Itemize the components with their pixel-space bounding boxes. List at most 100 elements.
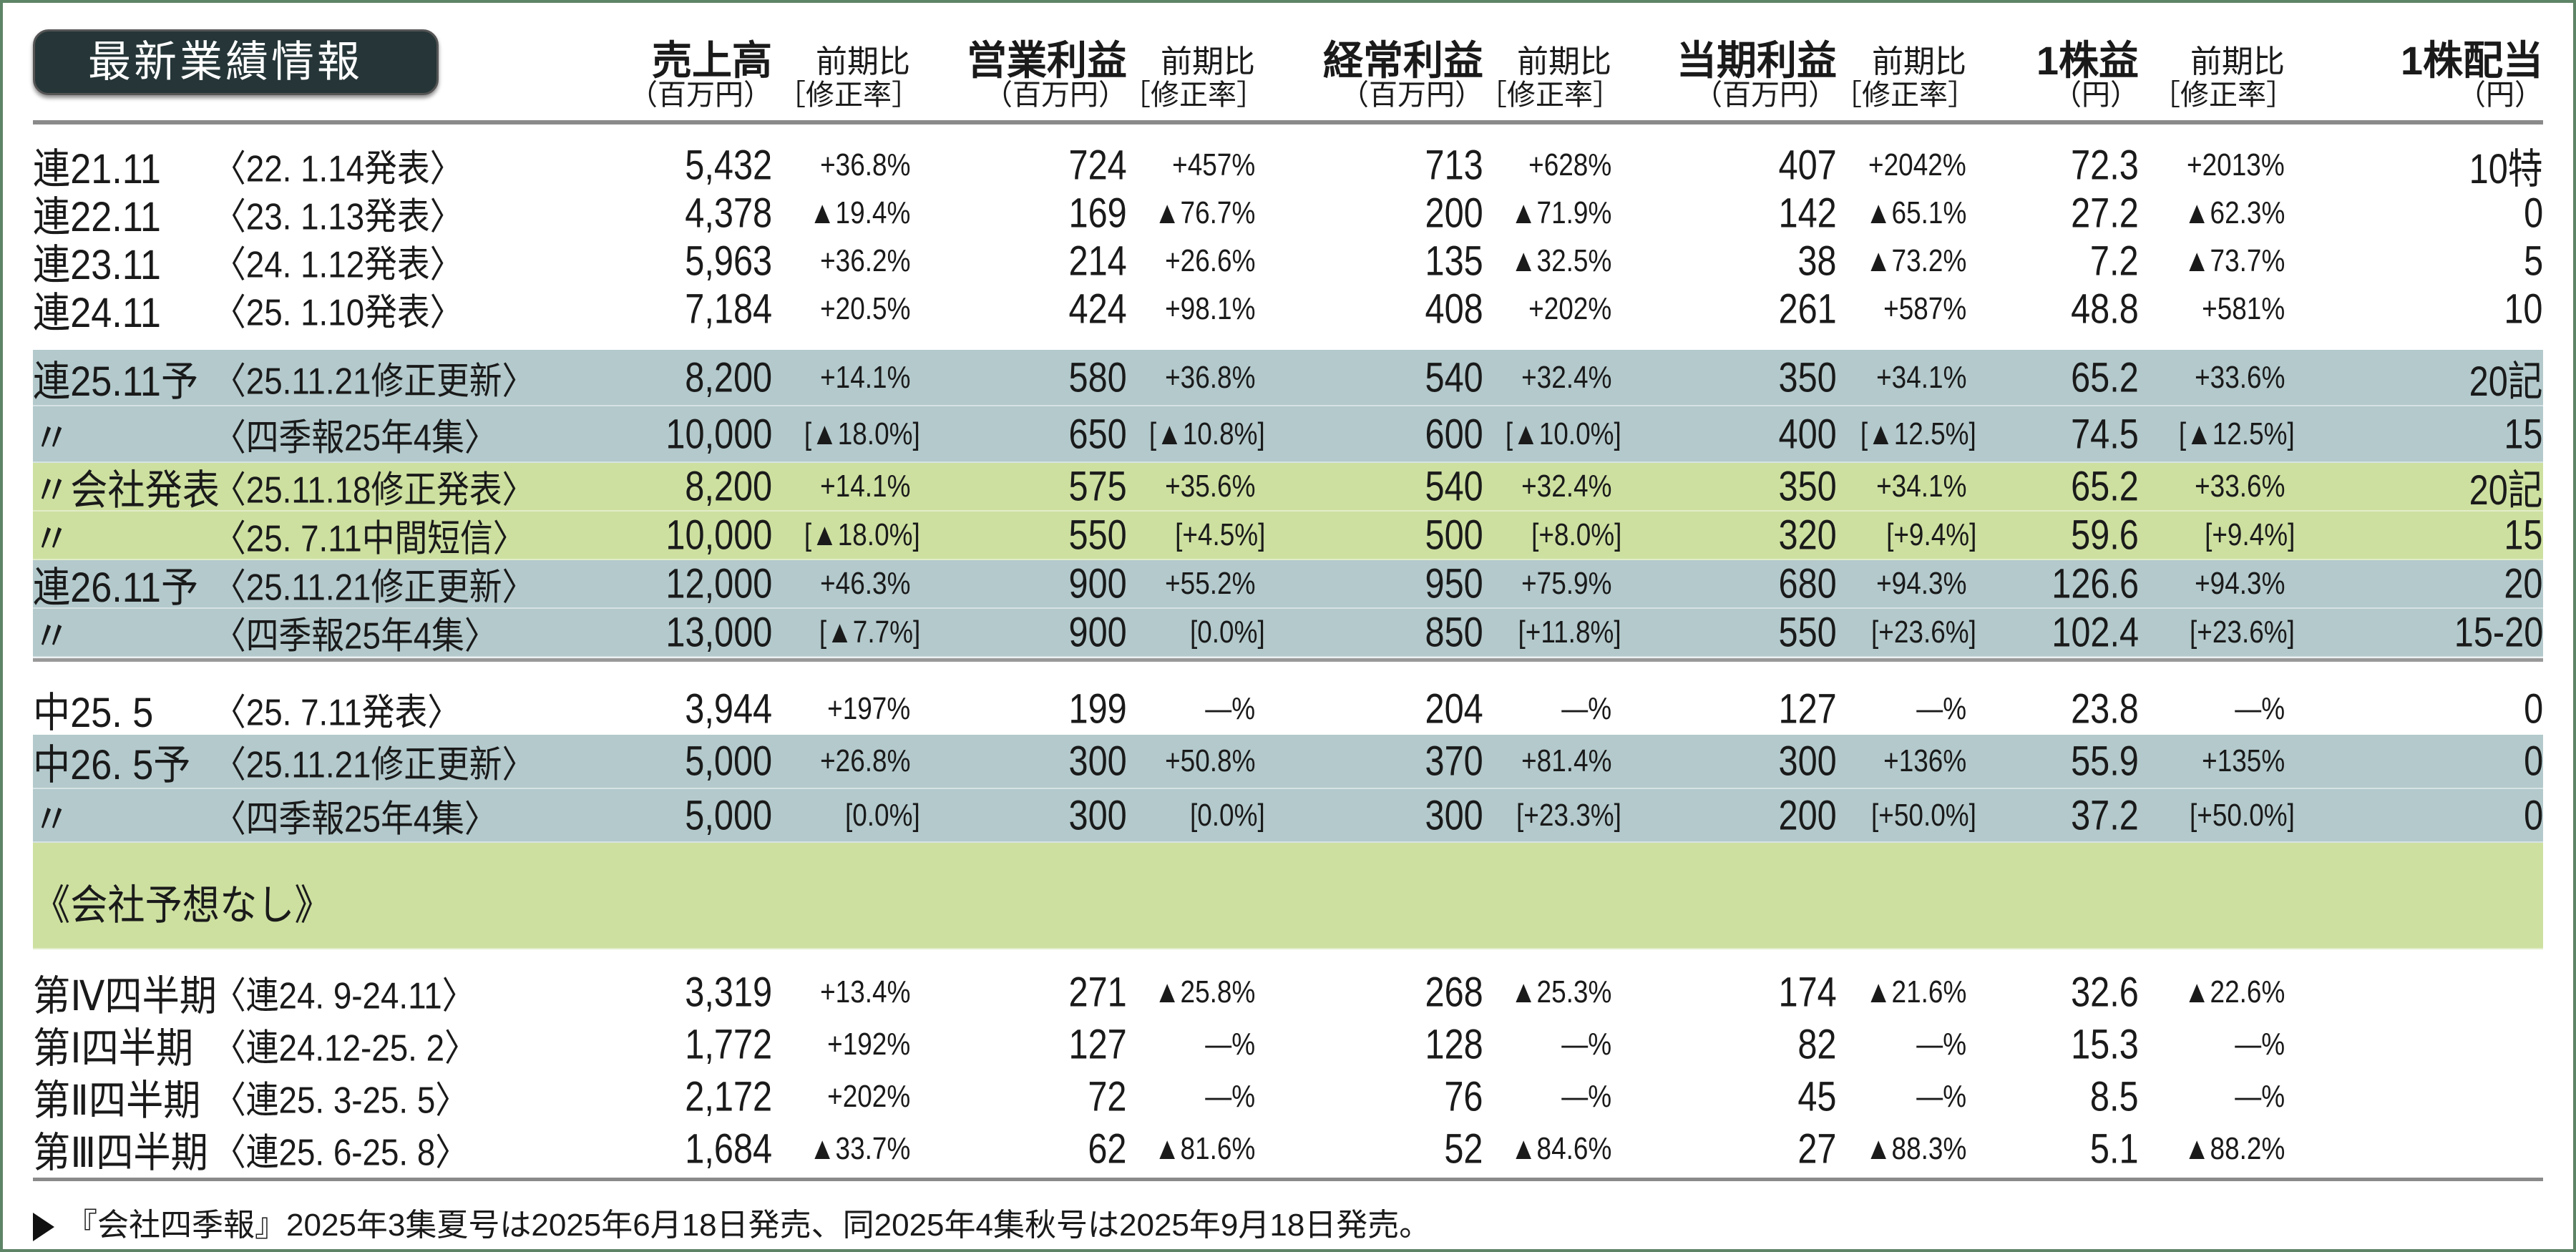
header-net-profit: 当期利益 — [1677, 38, 1837, 83]
header-operating-profit-unit: （百万円） — [984, 79, 1127, 111]
header-eps-change: 前期比 — [2190, 44, 2285, 79]
row-period-note: 〈25. 7.11発表〉 — [213, 692, 461, 734]
cell-sales: 1,772 — [685, 1021, 772, 1067]
cell-eps: 23.8 — [2071, 685, 2139, 733]
row-label: 第Ⅱ四半期 — [33, 1077, 201, 1124]
cell-net-change: [+50.0%] — [1871, 797, 1976, 833]
cell-eps: 48.8 — [2071, 285, 2139, 332]
cell-ordinary-profit: 540 — [1425, 463, 1483, 510]
header-ordinary-profit: 経常利益 — [1323, 38, 1483, 83]
cell-dividend: 10 — [2504, 285, 2543, 332]
table-row: 〃 〈四季報25年4集〉 10,000 [▲18.0%] 650 [▲10.8%] 600 [… — [33, 406, 2543, 463]
cell-operating-profit: 550 — [1068, 512, 1127, 559]
cell-ordinary-change: —% — [1561, 1026, 1611, 1062]
cell-sales-change: ▲19.4% — [809, 195, 910, 230]
row-label: 連25.11予 — [33, 358, 199, 405]
table-row: 第Ⅱ四半期 〈連25. 3-25. 5〉 2,172 +202% 72 —% 76 —% 45 —… — [33, 1070, 2543, 1124]
cell-net-profit: 407 — [1778, 142, 1837, 188]
header-eps-unit: （円） — [2053, 79, 2139, 111]
cell-ordinary-change: +81.4% — [1521, 743, 1611, 778]
section-title: 最新業績情報 — [33, 29, 439, 95]
cell-eps: 15.3 — [2071, 1021, 2139, 1067]
cell-sales-change: +14.1% — [819, 359, 910, 395]
row-label: 〃 — [33, 414, 71, 461]
cell-eps-change: +94.3% — [2194, 566, 2285, 601]
row-period-note: 〈25. 1.10発表〉 — [213, 292, 463, 333]
cell-eps: 5.1 — [2090, 1125, 2139, 1172]
cell-sales: 1,684 — [685, 1125, 772, 1172]
row-period-note: 〈22. 1.14発表〉 — [213, 148, 463, 190]
header-ordinary-change-unit: ［修正率］ — [1478, 79, 1621, 111]
table-row: 第Ⅰ四半期 〈連24.12-25. 2〉 1,772 +192% 127 —% 128 —% 8… — [33, 1018, 2543, 1072]
cell-net-change: ▲73.2% — [1865, 243, 1966, 278]
cell-sales-change: +36.2% — [819, 243, 910, 278]
cell-net-change: +94.3% — [1875, 566, 1966, 601]
cell-sales: 8,200 — [685, 463, 772, 510]
cell-net-profit: 174 — [1778, 969, 1837, 1015]
cell-sales-change: [▲7.7%] — [819, 615, 920, 650]
cell-operating-profit: 169 — [1068, 190, 1127, 236]
row-label: 〃 — [33, 796, 71, 843]
cell-ordinary-profit: 204 — [1425, 685, 1483, 733]
cell-eps: 37.2 — [2071, 792, 2139, 838]
cell-net-profit: 300 — [1778, 738, 1837, 785]
cell-eps-change: —% — [2235, 691, 2285, 726]
footer-divider — [33, 1178, 2543, 1181]
header-sales-change-unit: ［修正率］ — [777, 79, 920, 111]
cell-ordinary-change: ▲71.9% — [1510, 195, 1611, 230]
row-period-note: 〈連25. 3-25. 5〉 — [213, 1080, 469, 1121]
header-operating-change-unit: ［修正率］ — [1122, 79, 1265, 111]
cell-net-change: ▲21.6% — [1865, 974, 1966, 1009]
cell-operating-change: ▲81.6% — [1153, 1130, 1255, 1166]
cell-eps-change: +581% — [2201, 290, 2285, 326]
header-eps: 1株益 — [2036, 38, 2139, 83]
cell-operating-change: ▲25.8% — [1153, 974, 1255, 1009]
row-label: 中25. 5 — [33, 690, 154, 736]
table-row: 第Ⅲ四半期 〈連25. 6-25. 8〉 1,684 ▲33.7% 62 ▲81.6% 52… — [33, 1123, 2543, 1176]
cell-net-profit: 350 — [1778, 463, 1837, 510]
row-period-note: 〈四季報25年4集〉 — [213, 798, 497, 840]
cell-sales: 5,963 — [685, 238, 772, 284]
header-eps-change-unit: ［修正率］ — [2152, 79, 2295, 111]
row-label: 〃会社発表 — [33, 467, 220, 514]
row-period-note: 〈25.11.21修正更新〉 — [213, 361, 535, 402]
cell-ordinary-change: +32.4% — [1521, 469, 1611, 504]
cell-sales: 5,000 — [685, 792, 772, 838]
cell-sales-change: +192% — [826, 1026, 910, 1062]
cell-dividend: 0 — [2523, 792, 2543, 838]
cell-ordinary-change: ▲25.3% — [1510, 974, 1611, 1009]
cell-operating-profit: 199 — [1068, 685, 1127, 733]
cell-eps-change: +33.6% — [2194, 359, 2285, 395]
table-row: 中25. 5 〈25. 7.11発表〉 3,944 +197% 199 —% 204 —% 12… — [33, 683, 2543, 737]
cell-net-change: [+9.4%] — [1885, 517, 1976, 552]
cell-ordinary-change: [+23.3%] — [1516, 797, 1621, 833]
cell-dividend: 0 — [2523, 685, 2543, 733]
cell-operating-change: —% — [1205, 1026, 1255, 1062]
header-net-change-unit: ［修正率］ — [1833, 79, 1976, 111]
cell-sales: 4,378 — [685, 190, 772, 236]
cell-operating-profit: 300 — [1068, 738, 1127, 785]
cell-operating-profit: 575 — [1068, 463, 1127, 510]
row-period-note: 〈25.11.21修正更新〉 — [213, 744, 535, 786]
row-label: 連21.11 — [33, 145, 161, 192]
cell-ordinary-profit: 600 — [1425, 411, 1483, 457]
cell-ordinary-change: +628% — [1528, 147, 1611, 182]
cell-net-change: ▲65.1% — [1865, 195, 1966, 230]
cell-net-profit: 550 — [1778, 609, 1837, 656]
cell-net-change: ▲88.3% — [1865, 1130, 1966, 1166]
cell-operating-profit: 424 — [1068, 285, 1127, 332]
cell-eps-change: ▲22.6% — [2183, 974, 2285, 1009]
cell-operating-change: [0.0%] — [1190, 797, 1265, 833]
cell-operating-change: +55.2% — [1164, 566, 1255, 601]
cell-sales: 5,000 — [685, 738, 772, 785]
cell-net-profit: 127 — [1778, 685, 1837, 733]
table-row: 中26. 5予 〈25.11.21修正更新〉 5,000 +26.8% 300 +50.8… — [33, 735, 2543, 789]
cell-net-change: [▲12.5%] — [1860, 416, 1976, 451]
table-row: 連23.11 〈24. 1.12発表〉 5,963 +36.2% 214 +26.6% 13… — [33, 237, 2543, 288]
table-row: 第Ⅳ四半期 〈連24. 9-24.11〉 3,319 +13.4% 271 ▲25.8% 2… — [33, 966, 2543, 1019]
cell-sales: 3,319 — [685, 969, 772, 1015]
section-divider — [33, 658, 2543, 662]
cell-eps-change: +2013% — [2187, 147, 2285, 182]
cell-eps: 74.5 — [2071, 411, 2139, 457]
header-sales-unit: （百万円） — [629, 79, 772, 111]
